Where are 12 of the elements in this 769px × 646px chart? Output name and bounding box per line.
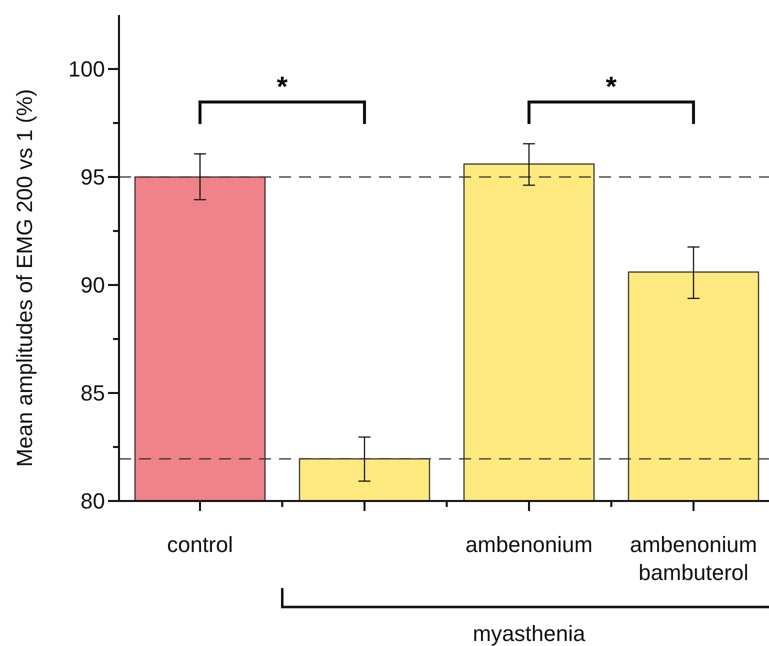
y-tick-label: 85 [80,380,105,406]
x-tick-label: ambenonium bambuterol [630,532,758,585]
y-axis-title: Mean amplitudes of EMG 200 vs 1 (%) [12,89,37,467]
x-tick-label: control [166,532,234,557]
text: myasthenia [472,621,586,646]
y-tick-label: 100 [68,56,105,82]
y-tick-label: 80 [80,488,105,514]
annotation: * [606,71,617,102]
y-tick-label: 90 [80,272,105,298]
annotation: * [276,71,288,102]
y-tick-label: 95 [80,164,105,190]
x-tick-label: ambenonium [465,532,593,557]
